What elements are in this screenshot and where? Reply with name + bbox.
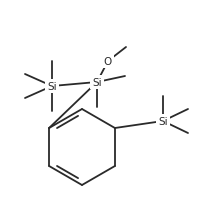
Text: O: O — [104, 57, 112, 67]
Text: Si: Si — [47, 82, 57, 92]
Text: Si: Si — [92, 78, 102, 87]
Text: Si: Si — [158, 116, 168, 126]
